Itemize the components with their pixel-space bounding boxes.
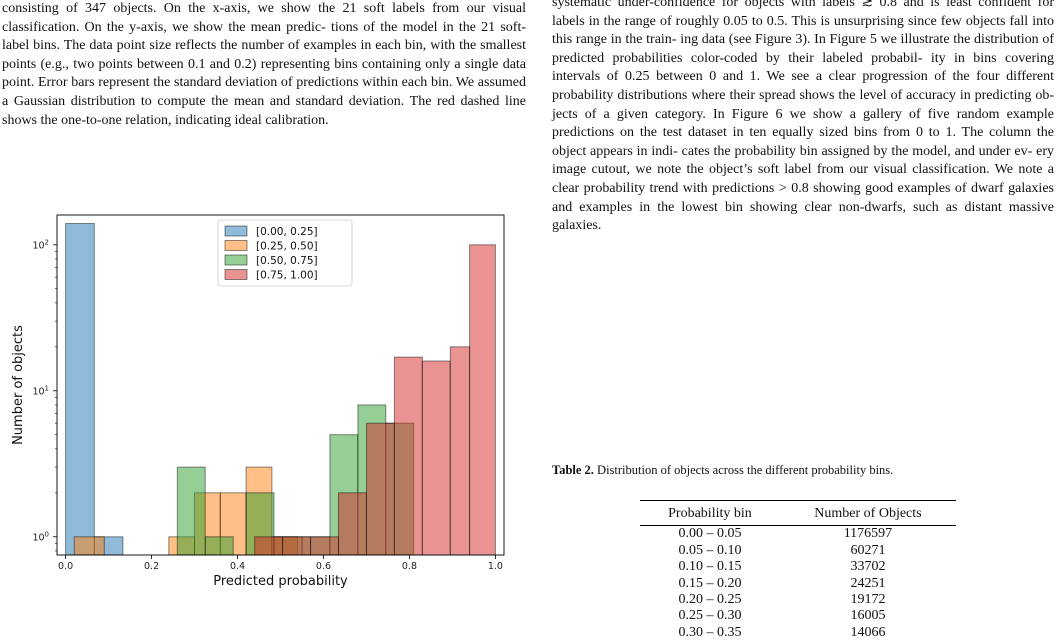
- legend-swatch: [224, 225, 248, 237]
- histogram-bar: [73, 536, 105, 556]
- y-tick-label: 102: [32, 238, 49, 251]
- table-caption-label: Table 2.: [552, 463, 594, 477]
- table-cell: 60271: [850, 542, 886, 558]
- legend-swatch: [224, 254, 248, 266]
- table-cell: 0.30 – 0.35: [678, 624, 742, 640]
- table-cell: 0.25 – 0.30: [678, 608, 742, 624]
- table-cell: 0.15 – 0.20: [678, 575, 742, 591]
- table-cell: 24251: [850, 575, 886, 591]
- text-line: jects of a given category. In Figure 6 w…: [552, 106, 950, 122]
- x-tick-label: 0.4: [230, 561, 245, 572]
- table-row: 0.25 – 0.30 16005: [640, 608, 956, 624]
- text-line: the lowest bin showing clear non-dwarfs,…: [657, 199, 1054, 215]
- table-row: 0.15 – 0.20 24251: [640, 576, 956, 592]
- text-line: galaxies.: [552, 218, 602, 234]
- histogram-bar: [282, 536, 312, 556]
- text-line: within each bin. We assumed a Gaussian d…: [2, 75, 527, 109]
- histogram-bar: [421, 360, 451, 556]
- histogram-bar: [366, 422, 395, 556]
- table-cell: 33702: [850, 559, 886, 575]
- text-line: of predicted probabilities color-coded b…: [552, 32, 1055, 66]
- column-header-number-of-objects: Number of Objects: [779, 499, 956, 527]
- legend-swatch: [224, 269, 248, 280]
- histogram-bar: [393, 356, 423, 556]
- legend-box: [217, 219, 353, 287]
- text-line: from our visual classification. On the y…: [2, 1, 527, 35]
- x-tick-label: 0.2: [144, 561, 159, 572]
- x-tick-label: 0.0: [58, 561, 73, 572]
- table-cell: 0.20 – 0.25: [678, 592, 742, 608]
- table-cell: 19172: [850, 592, 886, 608]
- histogram-chart: 0.0 0.2 0.4 0.6 0.8 1.0 100 101 102 Predicted pro…: [11, 214, 505, 589]
- histogram-bar: [469, 244, 496, 556]
- text-line: ity in bins covering intervals of 0.25 b…: [552, 50, 1055, 85]
- x-tick-label: 0.8: [402, 561, 417, 572]
- text-line: ing data (see Figure 3). In Figure 5 we …: [680, 32, 1039, 48]
- right-paragraph: systematic under-confidence for objects …: [552, 0, 1054, 236]
- table-row: 0.10 – 0.15 33702: [640, 559, 956, 575]
- x-axis-label: Predicted probability: [213, 574, 348, 589]
- y-axis-label: Number of objects: [11, 325, 26, 445]
- table-cell: 0.05 – 0.10: [678, 542, 742, 558]
- histogram-bar: [176, 466, 206, 556]
- text-line: the number of examples in each bin, with…: [2, 38, 526, 72]
- text-line: consisting of 347 objects. On the x-axis…: [2, 1, 425, 16]
- x-tick-label: 0.6: [316, 561, 331, 572]
- left-paragraph: consisting of 347 objects. On the x-axis…: [2, 0, 526, 130]
- legend-swatch: [224, 240, 248, 251]
- text-line: systematic under-confidence for objects …: [552, 0, 940, 10]
- table-row: 0.00 – 0.05 1176597: [640, 526, 956, 543]
- text-line: where their spread shows the level of ac…: [691, 87, 1054, 103]
- histogram-bar: [449, 346, 471, 556]
- plot-frame: [56, 214, 505, 556]
- text-line: random example predictions on the test d…: [552, 106, 1055, 141]
- legend-entry-label: [0.00, 0.25]: [256, 226, 318, 238]
- y-tick-label: 101: [32, 384, 49, 397]
- table-row: 0.20 – 0.25 19172: [640, 592, 956, 608]
- table-cell: 0.10 – 0.15: [678, 559, 742, 575]
- text-line: relation, indicating ideal calibration.: [125, 112, 329, 128]
- right-text-column: systematic under-confidence for objects …: [552, 0, 1054, 236]
- histogram-bar: [310, 536, 340, 556]
- table-caption: Table 2. Distribution of objects across …: [552, 462, 1054, 478]
- left-text-column: consisting of 347 objects. On the x-axis…: [2, 0, 526, 130]
- text-line: sized bins from 0 to 1. The column the o…: [552, 125, 1055, 159]
- table-cell: 14066: [850, 624, 886, 640]
- histogram-bar: [204, 536, 234, 556]
- table-caption-text: Distribution of objects across the diffe…: [593, 463, 894, 477]
- text-line: is unsurprising since few objects fall i…: [552, 13, 1055, 48]
- x-tick-label: 1.0: [488, 561, 503, 572]
- histogram-bar: [65, 223, 95, 556]
- table-header-row: Probability bin Number of Objects: [640, 499, 956, 527]
- text-line: least confident for labels in the range …: [552, 0, 1054, 29]
- text-line: data point. Error bars represent the sta…: [2, 56, 527, 91]
- column-header-probability-bin: Probability bin: [640, 499, 780, 527]
- text-line: ery image cutout, we note the object’s s…: [552, 143, 1055, 178]
- histogram-bar: [254, 536, 284, 556]
- table-cell: 1176597: [843, 526, 893, 542]
- legend-entry-label: [0.50, 0.75]: [256, 255, 318, 267]
- text-line: classification. We note a clear probabil…: [552, 162, 1054, 196]
- y-tick-label: 100: [32, 530, 49, 543]
- table-row: 0.30 – 0.35 14066: [640, 625, 956, 641]
- text-line: cates the probability bin assigned by th…: [681, 143, 1033, 159]
- table-cell: 0.00 – 0.05: [678, 526, 742, 542]
- histogram-figure: 0.0 0.2 0.4 0.6 0.8 1.0 100 101 102 Predicted pro…: [2, 210, 522, 605]
- text-line: a clear progression of the four differen…: [552, 69, 1055, 103]
- table-row: 0.05 – 0.10 60271: [640, 543, 956, 559]
- histogram-bar: [338, 492, 367, 556]
- text-line: > 0.8 showing good examples of dwarf gal…: [552, 180, 1054, 215]
- legend-entry-label: [0.25, 0.50]: [256, 241, 318, 253]
- probability-table-wrapper: Probability bin Number of Objects 0.00 –…: [640, 499, 960, 641]
- text-line: mean and standard deviation. The red das…: [2, 93, 526, 128]
- text-line: tions of the model in the 21 soft-label …: [2, 19, 526, 54]
- text-line: points between 0.1 and 0.2) representing…: [98, 56, 499, 72]
- probability-table: Probability bin Number of Objects 0.00 –…: [640, 499, 956, 641]
- legend-entry-label: [0.75, 1.00]: [256, 270, 318, 282]
- table-cell: 16005: [850, 608, 886, 624]
